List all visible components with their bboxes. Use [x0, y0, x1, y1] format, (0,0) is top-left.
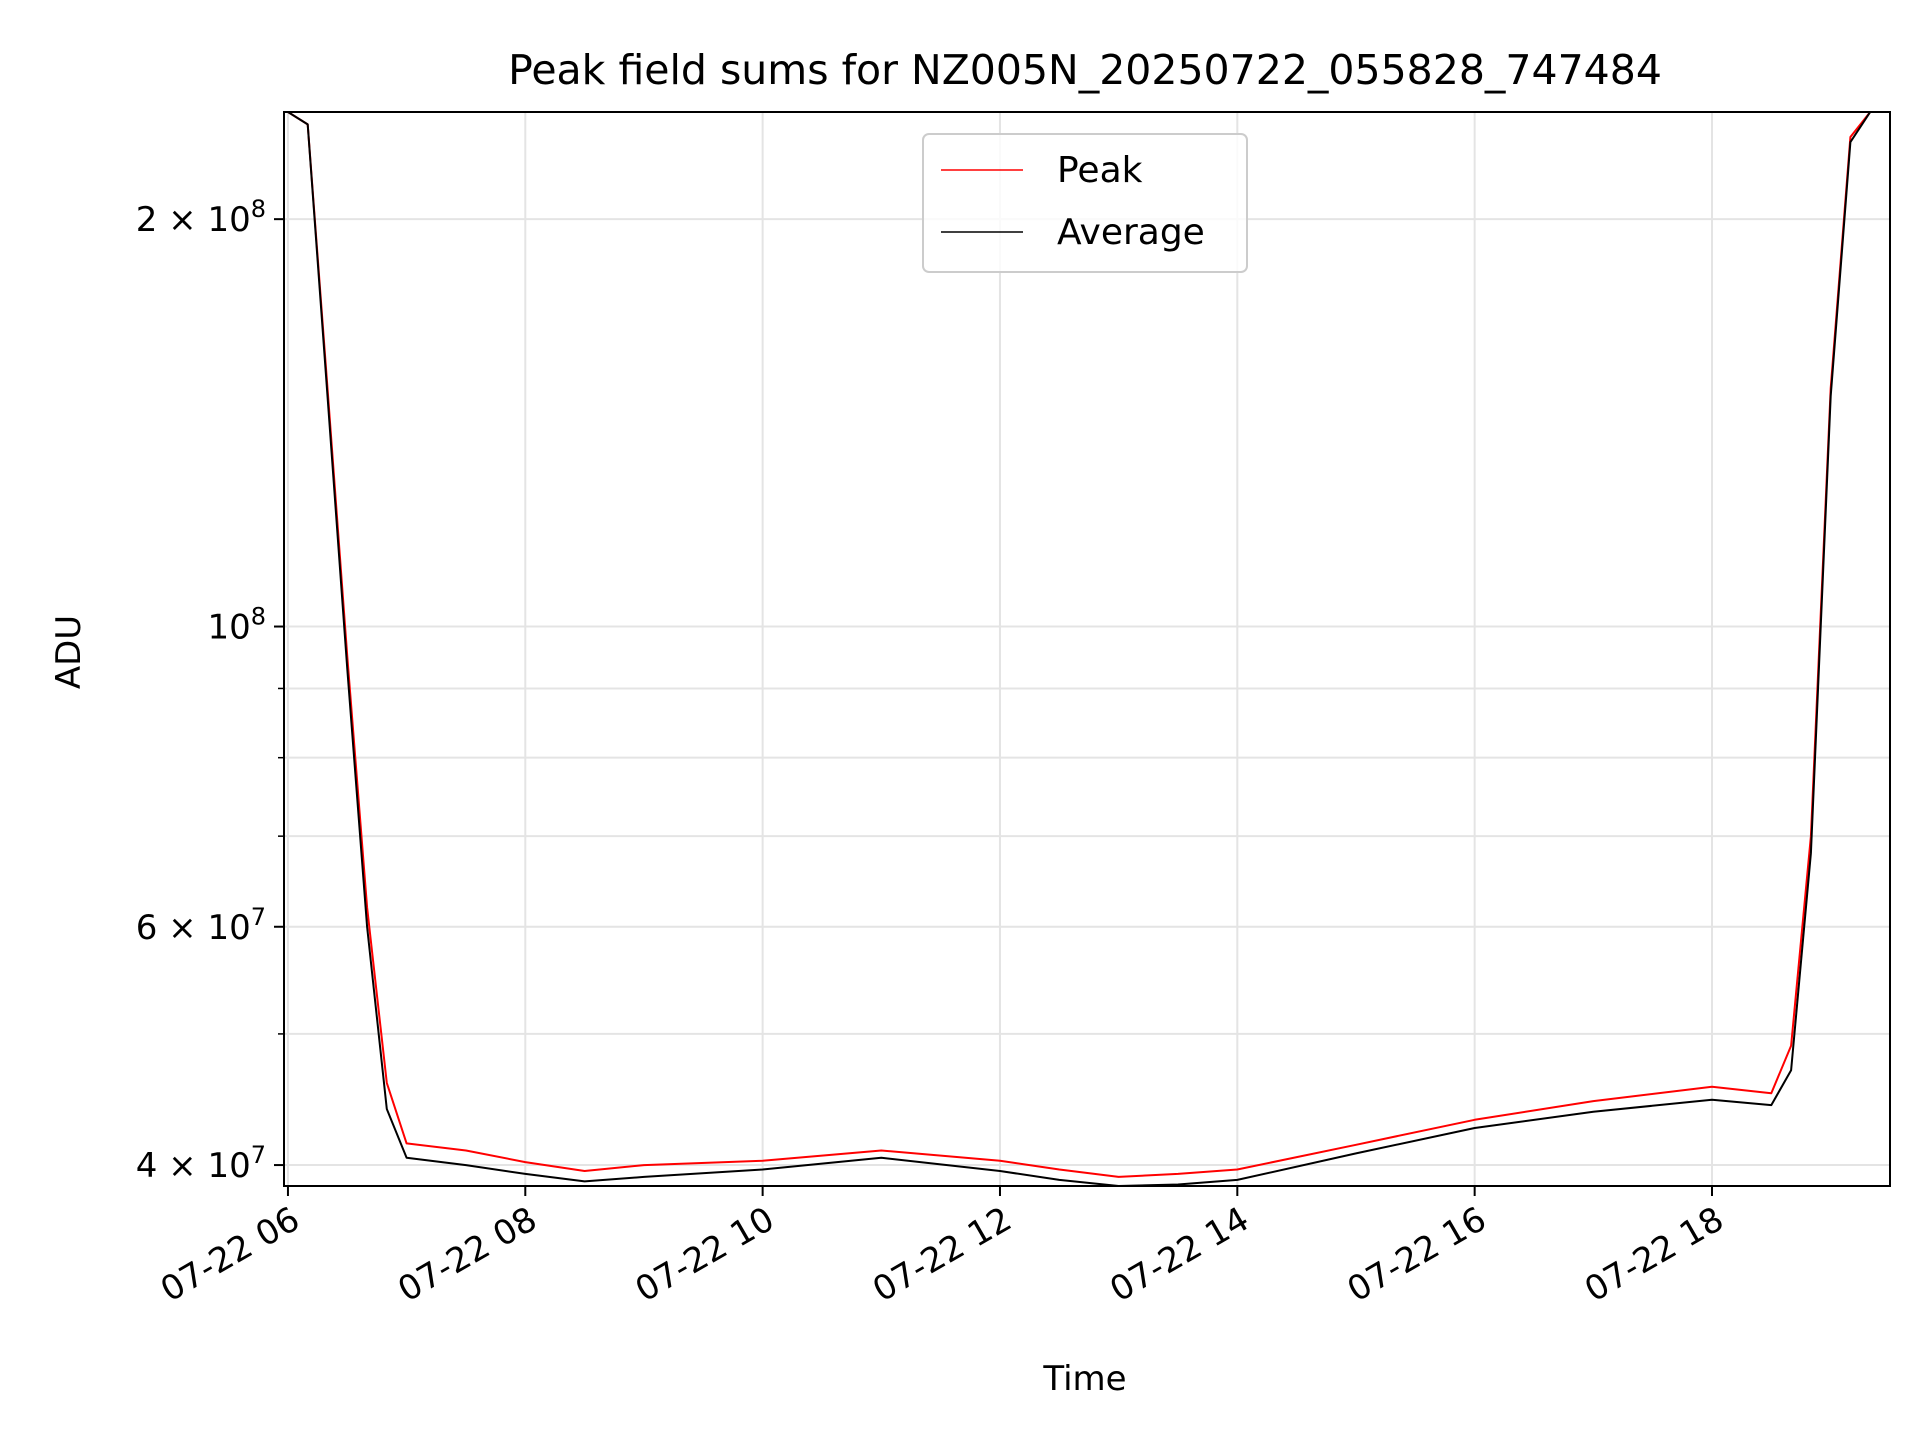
series-line-average [287, 112, 1890, 1186]
series-layer [287, 112, 1890, 1186]
legend-peak-label: Peak [1057, 150, 1143, 191]
legend: Peak Average [922, 133, 1248, 273]
y-tick-label: 4 × 107 [136, 1141, 266, 1186]
legend-box [922, 133, 1248, 273]
y-axis-label: ADU [49, 615, 89, 689]
y-axis: 2 × 108 108 6 × 107 4 × 107 [136, 195, 284, 1186]
x-axis-label: Time [1042, 1359, 1126, 1399]
grid [284, 112, 1890, 1186]
series-line-peak [287, 112, 1890, 1178]
y-tick-label: 6 × 107 [136, 903, 266, 948]
y-tick-label: 108 [207, 603, 266, 648]
chart-title: Peak field sums for NZ005N_20250722_0558… [508, 46, 1662, 94]
plot-frame [283, 111, 1891, 1187]
y-tick-label: 2 × 108 [136, 195, 266, 240]
legend-average-label: Average [1057, 212, 1205, 253]
